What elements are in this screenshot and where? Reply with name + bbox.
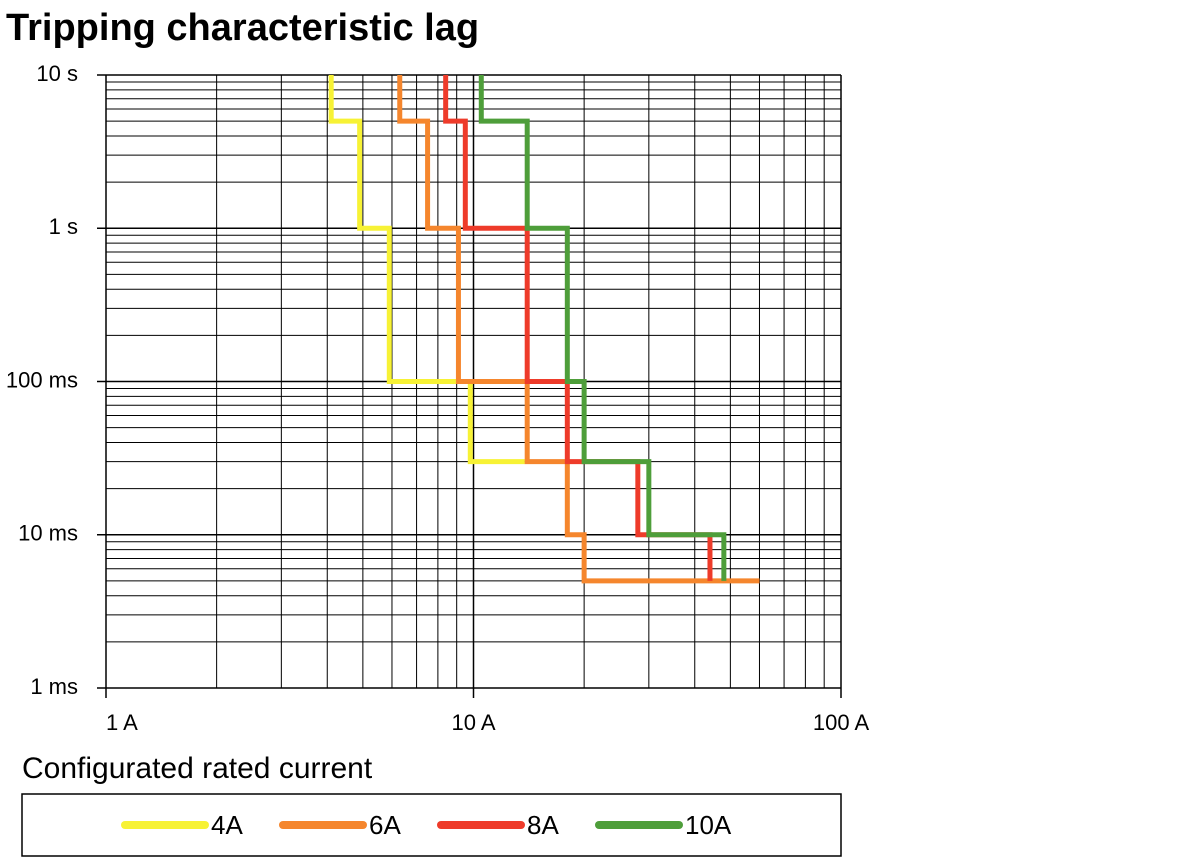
legend-title: Configurated rated current xyxy=(22,752,373,785)
series-line xyxy=(478,75,727,581)
x-tick-label: 1 A xyxy=(106,710,138,735)
legend-label: 6A xyxy=(369,810,401,840)
series-line xyxy=(443,75,713,581)
y-tick-label: 10 ms xyxy=(18,521,78,546)
legend-label: 4A xyxy=(211,810,243,840)
y-tick-label: 1 s xyxy=(49,214,78,239)
series-line xyxy=(328,75,525,465)
legend-label: 8A xyxy=(527,810,559,840)
x-tick-label: 100 A xyxy=(813,710,870,735)
y-tick-label: 10 s xyxy=(36,61,78,86)
x-tick-label: 10 A xyxy=(451,710,495,735)
y-tick-label: 1 ms xyxy=(30,674,78,699)
legend-label: 10A xyxy=(685,810,732,840)
series-line xyxy=(397,75,760,584)
y-tick-label: 100 ms xyxy=(6,367,78,392)
chart-title: Tripping characteristic lag xyxy=(6,7,479,49)
legend-box xyxy=(21,793,842,857)
